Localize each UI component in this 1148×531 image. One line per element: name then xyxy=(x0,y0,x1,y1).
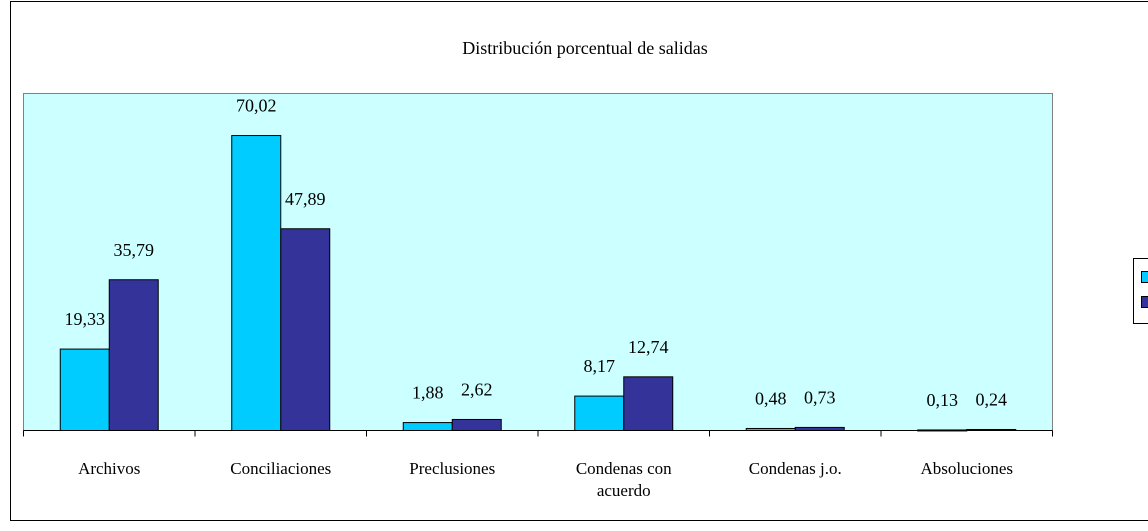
x-tick-label: Condenas j.o. xyxy=(748,459,842,478)
bar xyxy=(59,348,110,432)
x-tick-label: Conciliaciones xyxy=(230,459,332,478)
bar xyxy=(280,228,331,431)
bar xyxy=(794,426,845,431)
bar xyxy=(402,422,453,432)
value-label: 12,74 xyxy=(628,337,669,357)
x-tick-label: Absoluciones xyxy=(920,459,1014,478)
value-label: 0,24 xyxy=(976,390,1008,410)
plot-area xyxy=(23,93,1053,431)
value-label: 35,79 xyxy=(114,240,155,260)
bar xyxy=(966,428,1017,432)
bar xyxy=(917,429,968,432)
bar xyxy=(108,279,159,431)
value-label: 8,17 xyxy=(584,356,616,376)
bar xyxy=(623,376,674,432)
legend-swatch xyxy=(1141,296,1148,308)
x-tick-label: Preclusiones xyxy=(409,459,496,478)
bar xyxy=(574,395,625,431)
value-label: 0,48 xyxy=(755,389,787,409)
bar xyxy=(231,135,282,432)
legend-box xyxy=(1133,258,1148,324)
value-label: 19,33 xyxy=(65,309,106,329)
value-label: 2,62 xyxy=(461,380,493,400)
bar xyxy=(745,427,796,431)
value-label: 0,73 xyxy=(804,388,836,408)
value-label: 47,89 xyxy=(285,189,326,209)
value-label: 70,02 xyxy=(236,96,277,116)
value-label: 0,13 xyxy=(927,390,959,410)
x-tick-label: Archivos xyxy=(78,459,141,478)
chart-title: Distribución porcentual de salidas xyxy=(462,38,707,58)
x-tick-label: Condenas con acuerdo xyxy=(575,459,672,500)
bar xyxy=(451,418,502,432)
legend-swatch xyxy=(1141,271,1148,283)
value-label: 1,88 xyxy=(412,383,444,403)
